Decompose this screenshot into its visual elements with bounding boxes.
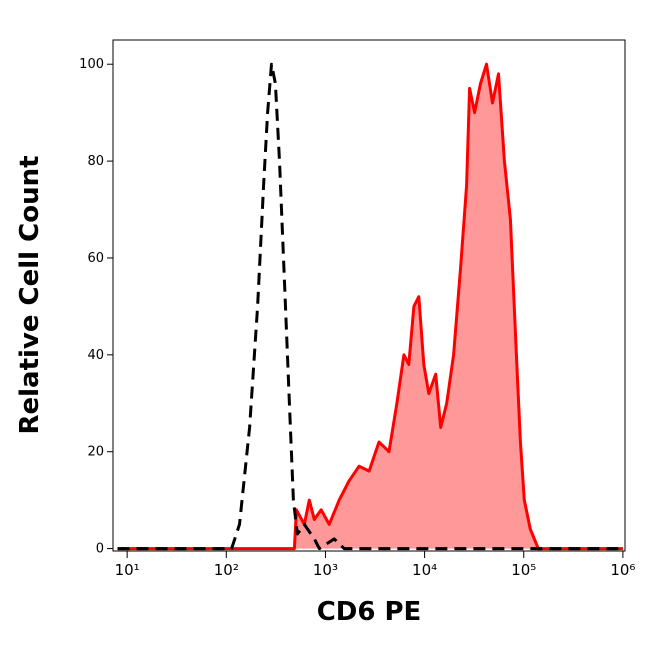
x-tick-label: 10³ xyxy=(313,561,338,579)
y-tick-label: 40 xyxy=(87,348,104,363)
area xyxy=(117,64,623,549)
x-tick-label: 10² xyxy=(214,561,239,579)
y-tick-label: 80 xyxy=(87,154,104,169)
x-tick-label: 10¹ xyxy=(115,561,140,579)
x-tick-label: 10⁶ xyxy=(610,561,635,579)
x-tick-label: 10⁴ xyxy=(412,561,437,579)
y-tick-label: 20 xyxy=(87,445,104,460)
y-axis-title: Relative Cell Count xyxy=(15,155,45,434)
x-axis-title: CD6 PE xyxy=(317,597,422,627)
line xyxy=(117,62,623,551)
plot-frame xyxy=(112,39,626,552)
x-tick-label: 10⁵ xyxy=(511,561,536,579)
y-tick-label: 60 xyxy=(87,251,104,266)
y-tick-label: 100 xyxy=(79,57,104,72)
y-tick-label: 0 xyxy=(96,542,104,557)
line xyxy=(117,62,623,551)
